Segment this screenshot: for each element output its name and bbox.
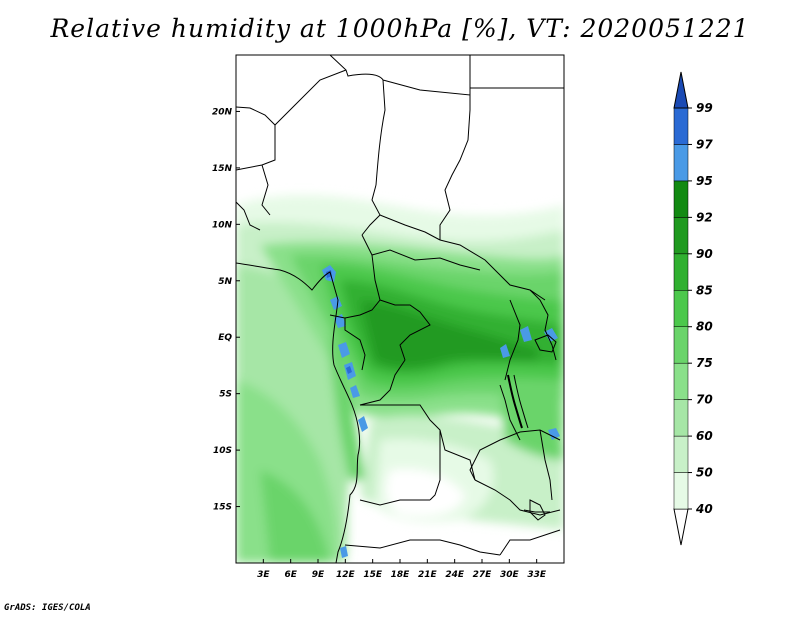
lon-tick-label: 6E [284,570,297,580]
colorbar-label: 75 [696,356,713,370]
colorbar-label: 92 [696,210,713,224]
latitude-ticks: 20N 15N 10N 5N EQ 5S 10S 15S [212,107,240,513]
lat-tick-label: 20N [212,107,233,117]
colorbar-label: 50 [696,466,713,480]
colorbar-label: 97 [696,137,713,151]
colorbar-label: 90 [696,247,713,261]
humidity-field [236,195,564,563]
colorbar-segment [673,472,689,510]
colorbar-segment [673,290,689,327]
lon-tick-label: 12E [336,570,356,580]
lon-tick-label: 24E [445,570,465,580]
colorbar: 40 50 60 70 75 80 85 90 92 95 97 99 [673,71,713,546]
lon-tick-label: 3E [257,570,270,580]
lon-tick-label: 18E [391,570,411,580]
colorbar-label: 85 [696,283,713,297]
colorbar-segment [673,180,689,218]
colorbar-segment [673,362,689,400]
lon-tick-label: 21E [418,570,438,580]
colorbar-segment [673,107,689,145]
high-humidity-patches [322,265,560,558]
colorbar-segment [673,399,689,437]
colorbar-label: 40 [695,502,713,516]
coastline [236,262,361,563]
colorbar-segment [673,144,689,182]
colorbar-label: 80 [696,320,713,334]
lat-tick-label: 5S [219,390,232,400]
grads-credit: GrADS: IGES/COLA [4,603,91,613]
colorbar-label: 95 [696,174,713,188]
map-title: Relative humidity at 1000hPa [%], VT: 20… [50,14,750,43]
colorbar-bottom-triangle [673,508,689,546]
lat-tick-label: 10S [213,446,232,456]
lat-tick-label: 10N [212,220,233,230]
lon-tick-label: 15E [363,570,383,580]
lat-tick-label: EQ [218,333,232,343]
lon-tick-label: 33E [527,570,547,580]
lon-tick-label: 9E [312,570,325,580]
plot-area [235,54,565,564]
colorbar-top-triangle [673,71,689,109]
longitude-ticks: 3E 6E 9E 12E 15E 18E 21E 24E 27E 30E 33E [257,559,547,580]
country-borders [236,55,564,563]
colorbar-label: 70 [696,393,713,407]
colorbar-segment [673,326,689,364]
lat-tick-label: 15N [212,164,233,174]
colorbar-segment [673,435,689,473]
lat-tick-label: 15S [213,503,232,513]
lon-tick-label: 27E [473,570,493,580]
lat-tick-label: 5N [218,277,232,287]
colorbar-segment [673,217,689,255]
colorbar-label: 99 [696,101,713,115]
colorbar-label: 60 [696,429,713,443]
colorbar-segment [673,253,689,291]
lon-tick-label: 30E [500,570,520,580]
